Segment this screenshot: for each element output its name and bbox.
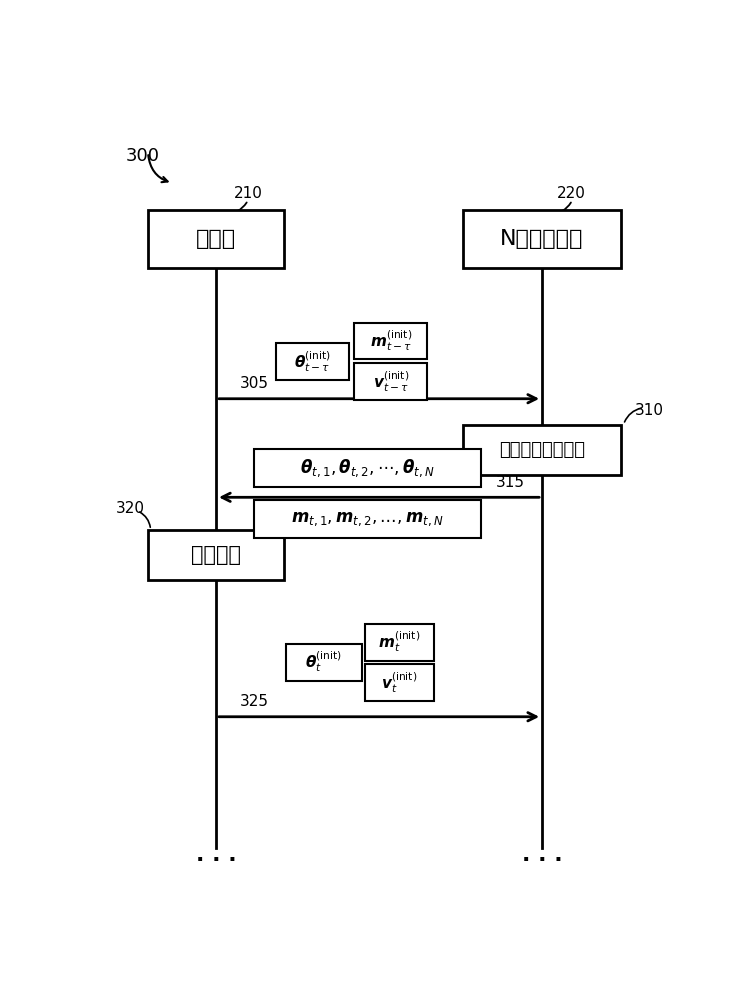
- Text: 305: 305: [240, 376, 268, 391]
- Text: $\boldsymbol{v}_{t}^{\rm (init)}$: $\boldsymbol{v}_{t}^{\rm (init)}$: [382, 670, 418, 695]
- FancyBboxPatch shape: [463, 425, 620, 475]
- Text: 310: 310: [635, 403, 664, 418]
- Text: 300: 300: [126, 147, 160, 165]
- FancyBboxPatch shape: [286, 644, 362, 681]
- Text: 325: 325: [240, 694, 268, 709]
- Text: $\boldsymbol{m}_{t-\tau}^{\rm (init)}$: $\boldsymbol{m}_{t-\tau}^{\rm (init)}$: [369, 329, 412, 353]
- FancyBboxPatch shape: [364, 624, 434, 661]
- Text: 参数更新: 参数更新: [191, 545, 241, 565]
- FancyBboxPatch shape: [354, 323, 427, 359]
- Text: 210: 210: [234, 186, 262, 201]
- FancyBboxPatch shape: [354, 363, 427, 400]
- FancyBboxPatch shape: [364, 664, 434, 701]
- FancyBboxPatch shape: [254, 500, 481, 538]
- Text: 315: 315: [496, 475, 524, 490]
- Text: 220: 220: [556, 186, 586, 201]
- Text: $\boldsymbol{\theta}_{t}^{\rm (init)}$: $\boldsymbol{\theta}_{t}^{\rm (init)}$: [306, 650, 342, 674]
- Text: . . .: . . .: [196, 845, 237, 865]
- FancyBboxPatch shape: [254, 449, 481, 487]
- Text: $\boldsymbol{v}_{t-\tau}^{\rm (init)}$: $\boldsymbol{v}_{t-\tau}^{\rm (init)}$: [372, 369, 409, 394]
- Text: 并行基于矩的优化: 并行基于矩的优化: [499, 441, 585, 459]
- FancyBboxPatch shape: [276, 343, 348, 380]
- FancyBboxPatch shape: [463, 210, 620, 268]
- Text: 320: 320: [116, 501, 145, 516]
- Text: $\boldsymbol{m}_{t,1}, \boldsymbol{m}_{t,2}, \ldots, \boldsymbol{m}_{t,N}$: $\boldsymbol{m}_{t,1}, \boldsymbol{m}_{t…: [291, 510, 444, 528]
- FancyBboxPatch shape: [148, 530, 285, 580]
- Text: N个工作节点: N个工作节点: [500, 229, 584, 249]
- Text: . . .: . . .: [522, 845, 562, 865]
- Text: $\boldsymbol{\theta}_{t,1}, \boldsymbol{\theta}_{t,2}, \cdots, \boldsymbol{\thet: $\boldsymbol{\theta}_{t,1}, \boldsymbol{…: [300, 457, 435, 479]
- FancyBboxPatch shape: [148, 210, 285, 268]
- Text: 主节点: 主节点: [196, 229, 236, 249]
- Text: $\boldsymbol{\theta}_{t-\tau}^{\rm (init)}$: $\boldsymbol{\theta}_{t-\tau}^{\rm (init…: [294, 349, 330, 374]
- Text: $\boldsymbol{m}_{t}^{\rm (init)}$: $\boldsymbol{m}_{t}^{\rm (init)}$: [379, 630, 421, 654]
